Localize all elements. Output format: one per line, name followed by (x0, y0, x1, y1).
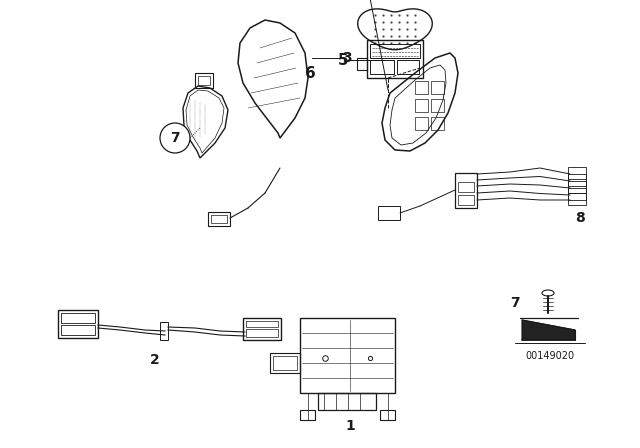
Bar (198, 76, 210, 85)
Bar (246, 321, 278, 327)
Bar (431, 81, 444, 94)
Bar (397, 60, 419, 74)
Bar (380, 410, 395, 420)
Bar (378, 206, 400, 220)
Bar (568, 174, 586, 186)
Text: 5: 5 (338, 52, 348, 68)
Bar (431, 117, 444, 130)
Bar (568, 188, 586, 200)
Bar (455, 173, 477, 208)
Polygon shape (522, 320, 575, 340)
Bar (273, 356, 297, 370)
Bar (318, 393, 376, 410)
Text: 1: 1 (345, 419, 355, 433)
Bar (243, 318, 281, 340)
Text: 00149020: 00149020 (525, 351, 575, 361)
Bar (208, 212, 230, 226)
Bar (61, 313, 95, 323)
Bar (211, 215, 227, 223)
Bar (246, 329, 278, 337)
Bar (568, 167, 586, 179)
Text: 8: 8 (575, 211, 585, 225)
Bar (160, 322, 168, 340)
Bar (415, 117, 428, 130)
Text: 2: 2 (150, 353, 160, 367)
Bar (415, 81, 428, 94)
Text: 7: 7 (170, 131, 180, 145)
Bar (415, 99, 428, 112)
Bar (58, 310, 98, 338)
Text: 6: 6 (305, 65, 316, 81)
Text: 3: 3 (342, 51, 352, 65)
Bar (458, 195, 474, 205)
Circle shape (160, 123, 190, 153)
Bar (357, 58, 367, 70)
Bar (300, 318, 395, 393)
Text: 4: 4 (358, 0, 368, 2)
Text: 7: 7 (510, 296, 520, 310)
Bar (568, 193, 586, 205)
Bar (367, 40, 423, 78)
Bar (458, 182, 474, 192)
Bar (370, 60, 394, 74)
Bar (370, 44, 420, 58)
Bar (568, 181, 586, 193)
Bar (270, 353, 300, 373)
Bar (300, 410, 315, 420)
Bar (61, 325, 95, 335)
Bar (431, 99, 444, 112)
Bar (195, 73, 213, 88)
